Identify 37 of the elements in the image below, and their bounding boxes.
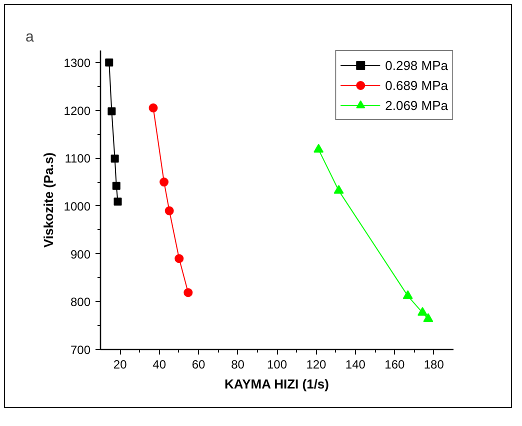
x-tick-label: 100 [266, 358, 288, 372]
legend-label: 0.298 MPa [385, 57, 448, 73]
point [105, 58, 114, 66]
x-axis-title: KAYMA HIZI (1/s) [224, 376, 330, 392]
point [418, 306, 428, 316]
x-tick-label: 180 [424, 358, 444, 372]
x-tick-label: 140 [345, 358, 366, 372]
legend-label: 2.069 MPa [385, 97, 448, 113]
x-tick-label: 40 [152, 358, 166, 372]
text: a [26, 28, 34, 46]
y-axis-title: Viskozite (Pa.s) [40, 152, 56, 248]
point [423, 313, 434, 322]
y-tick-label: 900 [70, 247, 91, 262]
point [110, 154, 119, 163]
y-tick-label: 800 [70, 295, 91, 310]
x-tick-label: 120 [306, 358, 327, 372]
y-tick-label: 1100 [64, 152, 91, 166]
point [112, 182, 120, 190]
point [148, 103, 158, 112]
y-tick-label: 700 [70, 343, 91, 357]
point [314, 144, 324, 153]
x-tick-label: 20 [113, 358, 128, 372]
point [334, 184, 344, 194]
x-tick-label: 80 [231, 358, 245, 372]
point [108, 107, 116, 116]
point [402, 290, 413, 300]
y-tick-label: 1200 [64, 104, 91, 118]
point [114, 198, 122, 206]
y-tick-label: 1300 [64, 56, 91, 70]
point [164, 206, 174, 216]
legend-label: 0.689 MPa [385, 77, 448, 93]
x-tick-label: 160 [384, 358, 406, 372]
x-tick-label: 60 [192, 358, 206, 372]
y-tick-label: 1000 [64, 199, 91, 214]
point [184, 288, 193, 298]
point [160, 178, 169, 187]
point [174, 254, 184, 264]
